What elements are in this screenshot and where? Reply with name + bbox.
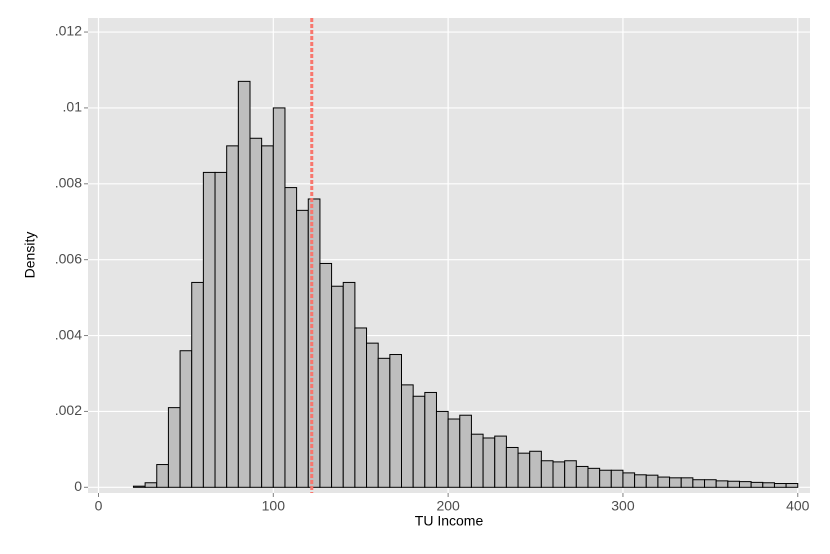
bar xyxy=(167,407,181,488)
bar xyxy=(366,342,379,488)
bar xyxy=(657,476,671,488)
bar xyxy=(447,418,461,488)
bar xyxy=(261,145,274,488)
bar xyxy=(692,479,706,488)
bar xyxy=(191,281,204,488)
bar xyxy=(424,391,437,488)
bar xyxy=(296,209,309,488)
x-tick-label: 0 xyxy=(95,498,103,514)
bar xyxy=(540,460,554,488)
bar xyxy=(564,460,577,488)
bar xyxy=(634,474,647,488)
bar xyxy=(587,467,601,488)
bar xyxy=(704,479,717,488)
bar xyxy=(237,80,251,488)
bar xyxy=(377,357,391,488)
bar xyxy=(482,437,496,488)
bar xyxy=(214,171,228,488)
y-tick-label: .008 xyxy=(55,174,82,190)
bar xyxy=(144,482,158,488)
bar xyxy=(610,469,624,488)
bar xyxy=(249,137,263,488)
bar xyxy=(435,410,449,488)
bar xyxy=(599,469,612,488)
bar xyxy=(412,395,426,488)
x-tick-label: 400 xyxy=(786,498,810,514)
bar xyxy=(645,474,659,488)
bar xyxy=(773,483,787,488)
y-tick-label: 0 xyxy=(74,478,82,494)
bar xyxy=(389,354,403,488)
bar xyxy=(762,482,775,488)
bar xyxy=(459,414,472,488)
bar xyxy=(132,485,146,488)
y-tick-label: .002 xyxy=(55,402,82,418)
bar xyxy=(680,477,694,488)
bar xyxy=(529,450,542,488)
bar xyxy=(319,262,333,488)
bar xyxy=(331,285,344,488)
bar xyxy=(307,198,321,488)
bar xyxy=(552,461,566,488)
x-tick-label: 100 xyxy=(262,498,286,514)
bar xyxy=(727,480,740,488)
bar xyxy=(750,481,764,488)
bar xyxy=(785,483,799,488)
bar xyxy=(715,480,729,488)
bar xyxy=(505,446,519,488)
bar xyxy=(494,435,507,488)
bar xyxy=(354,327,368,488)
y-tick-label: .012 xyxy=(55,23,82,39)
bar xyxy=(470,433,484,488)
x-tick-label: 200 xyxy=(436,498,460,514)
y-axis-title: Density xyxy=(22,232,38,279)
bar xyxy=(179,350,193,488)
bar xyxy=(226,145,239,488)
bar xyxy=(622,472,636,488)
bar xyxy=(575,465,589,488)
bar xyxy=(342,281,356,488)
bar xyxy=(669,477,682,488)
y-tick-label: .01 xyxy=(63,99,83,115)
y-tick-label: .006 xyxy=(55,250,82,266)
bar xyxy=(284,187,298,488)
bar xyxy=(738,481,752,488)
bar xyxy=(202,171,216,488)
x-tick-label: 300 xyxy=(611,498,635,514)
y-tick-label: .004 xyxy=(55,326,82,342)
bar xyxy=(272,107,286,488)
bar xyxy=(517,452,531,488)
bar xyxy=(156,464,169,488)
bar xyxy=(401,384,414,488)
x-axis-title: TU Income xyxy=(415,513,484,529)
